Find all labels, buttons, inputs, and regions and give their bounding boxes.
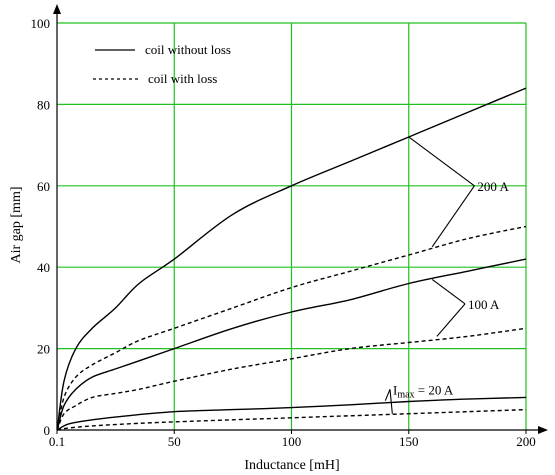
y-tick-label-4: 80 [37,97,50,112]
x-tick-label-2: 100 [282,434,302,449]
annotation-pointer-2-0 [384,389,391,401]
legend-entry-label-0: coil without loss [145,42,231,57]
series-line-2 [56,258,527,431]
y-tick-label-0: 0 [44,423,51,438]
x-axis-arrow [538,426,548,434]
x-tick-label-4: 200 [516,434,536,449]
annotation-pointer-0-1 [431,185,475,248]
legend-entry-label-1: coil with loss [148,71,217,86]
x-axis-title: Inductance [mH] [244,458,339,473]
annotation-pointer-1-1 [436,303,466,337]
x-tick-label-1: 50 [168,434,181,449]
y-tick-label-3: 60 [37,179,50,194]
series-line-4 [56,396,527,431]
y-axis-arrow [53,4,61,14]
annotation-pointer-0-0 [408,136,475,187]
y-tick-label-5: 100 [31,16,51,31]
x-tick-label-0: 0.1 [49,434,65,449]
legend: coil without loss coil with loss [93,42,231,86]
y-tick-label-1: 20 [37,342,50,357]
axes: 0.1 50 100 150 200 0 20 40 60 80 100 [31,4,548,449]
annotation-pointer-2-1 [389,389,393,414]
y-axis-title: Air gap [mm] [9,187,24,264]
series-line-3 [56,327,527,431]
grid [57,22,527,430]
x-tick-label-3: 150 [399,434,419,449]
series-line-1 [56,225,527,431]
annotation-label-0: 200 A [477,179,509,194]
y-tick-label-2: 40 [37,260,50,275]
annotation-pointer-1-0 [431,278,466,305]
annotation-label-2: Imax = 20 A [393,382,454,400]
series-line-5 [57,408,527,431]
annotations: 200 A 100 A Imax = 20 A [384,136,509,414]
annotation-label-1: 100 A [468,297,500,312]
